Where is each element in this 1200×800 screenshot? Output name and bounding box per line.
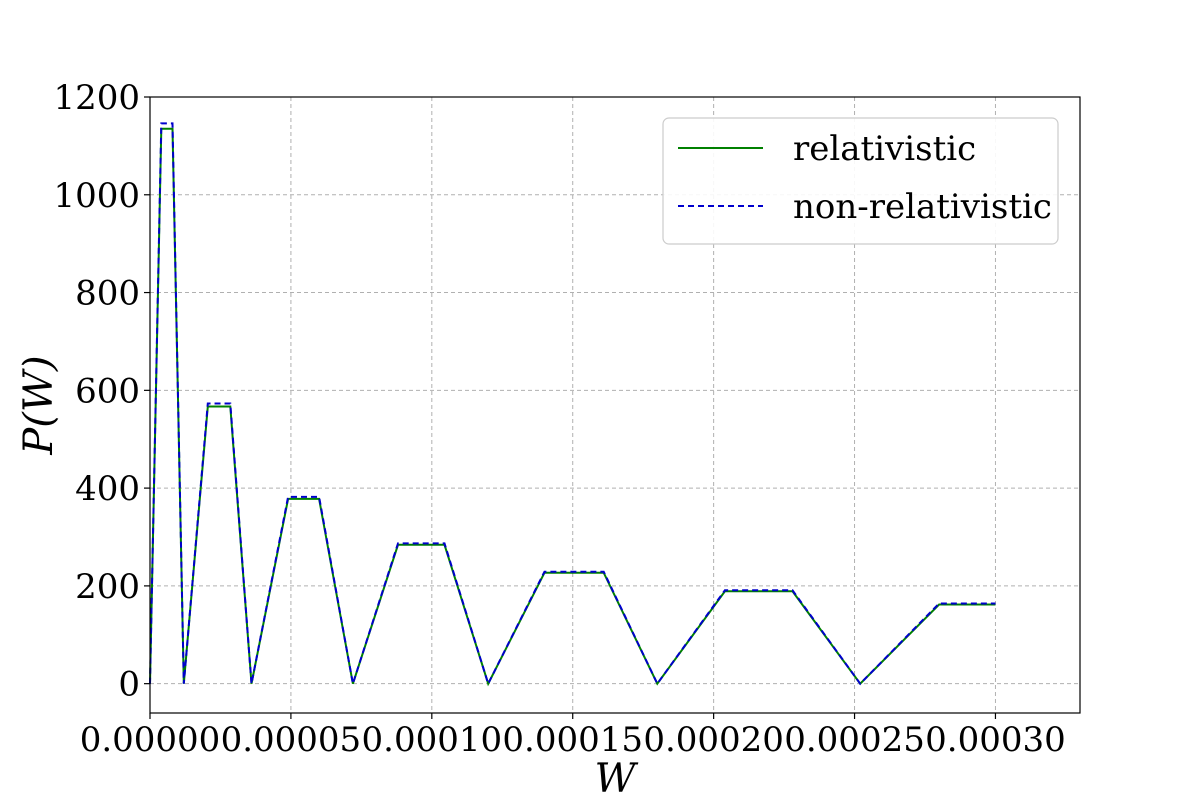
y-tick-label: 0 — [118, 665, 140, 705]
legend: relativistic non-relativistic — [662, 117, 1059, 245]
x-tick-label: 0.00010 — [362, 720, 503, 760]
x-tick-label: 0.00005 — [221, 720, 362, 760]
y-tick-label: 200 — [75, 567, 140, 607]
grid — [149, 96, 1080, 713]
y-tick-label: 800 — [75, 274, 140, 314]
legend-label: non-relativistic — [793, 187, 1052, 227]
y-tick-label: 1200 — [53, 78, 140, 118]
x-tick-label: 0.00015 — [502, 720, 643, 760]
x-tick-label: 0.00025 — [784, 720, 925, 760]
series-line-non-relativistic — [149, 122, 996, 687]
series-layer — [149, 122, 996, 687]
y-tick-label: 1000 — [53, 176, 140, 216]
legend-frame — [662, 117, 1059, 245]
y-tick-label: 400 — [75, 469, 140, 509]
x-tick-label: 0.00030 — [925, 720, 1066, 760]
x-axis-title: W — [594, 756, 638, 800]
legend-label: relativistic — [793, 129, 976, 169]
ticks: 0.00000 0.00005 0.00010 0.00015 0.00020 0.000… — [53, 78, 1065, 760]
y-tick-label: 600 — [75, 371, 140, 411]
x-tick-label: 0.00020 — [643, 720, 784, 760]
y-axis-title: P(W) — [16, 355, 62, 455]
plot-frame — [149, 96, 1081, 714]
x-tick-label: 0.00000 — [80, 720, 221, 760]
